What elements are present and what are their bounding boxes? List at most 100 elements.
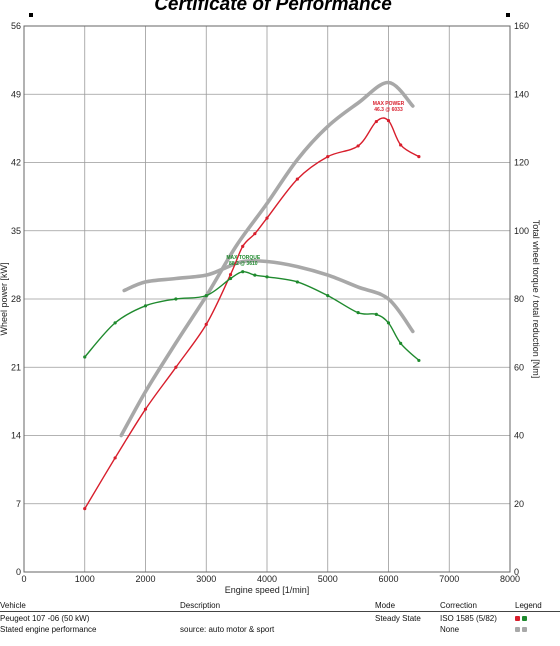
y2-axis-label: Total wheel torque / total reduction [Nm… [531, 220, 541, 379]
data-point [295, 280, 299, 284]
y2-axis-ticks: 0 20 40 60 80 100 120 140 160 [514, 21, 529, 577]
x-tick-label: 8000 [500, 574, 520, 584]
annotation-value: 46.3 @ 6033 [374, 107, 403, 113]
x-tick-label: 4000 [257, 574, 277, 584]
y-tick-label: 28 [11, 294, 21, 304]
x-tick-label: 5000 [318, 574, 338, 584]
corner-marker-right [506, 13, 510, 17]
chart-title: Certificate of Performance [154, 0, 392, 15]
y-tick-label: 0 [16, 567, 21, 577]
performance-chart: Certificate of Performance 0 1000 2000 3000… [0, 0, 541, 595]
header-legend: Legend [515, 600, 560, 612]
data-point [241, 244, 245, 248]
data-point [265, 275, 269, 279]
vehicle-cell: Stated engine performance [0, 625, 97, 634]
x-tick-label: 3000 [196, 574, 216, 584]
legend-cell [515, 612, 560, 624]
annotation-value: 88.2 @ 3610 [229, 261, 258, 267]
data-point [399, 341, 403, 345]
y2-tick-label: 160 [514, 21, 529, 31]
y-tick-label: 49 [11, 89, 21, 99]
annotation-label: MAX TORQUE [226, 255, 260, 261]
header-correction: Correction [440, 600, 515, 612]
legend-swatch [515, 627, 520, 632]
grid [23, 25, 511, 573]
data-point [356, 311, 360, 315]
data-point [386, 321, 391, 325]
description-cell: source: auto motor & sport [180, 625, 275, 634]
y2-tick-label: 60 [514, 362, 524, 372]
y-tick-label: 21 [11, 362, 21, 372]
y2-tick-label: 80 [514, 294, 524, 304]
y2-tick-label: 0 [514, 567, 519, 577]
data-point [83, 355, 87, 359]
legend-swatch [515, 616, 520, 621]
data-point [174, 297, 178, 301]
series-line [119, 80, 415, 438]
data-point [241, 270, 245, 274]
data-point [228, 276, 233, 281]
data-point [326, 155, 330, 159]
mode-cell: Steady State [375, 614, 421, 623]
y2-tick-label: 140 [514, 89, 529, 99]
series-line [84, 117, 420, 510]
plot-frame [23, 25, 511, 573]
x-tick-label: 7000 [439, 574, 459, 584]
data-point [253, 273, 257, 277]
data-point [113, 456, 117, 460]
correction-cell: None [440, 625, 460, 634]
data-point [204, 322, 208, 326]
data-point [174, 365, 178, 369]
legend-swatch [522, 627, 527, 632]
header-mode: Mode [375, 600, 440, 612]
data-point [356, 144, 360, 148]
data-point [326, 293, 330, 298]
series-line [122, 258, 415, 334]
y2-tick-label: 120 [514, 158, 529, 168]
y-tick-label: 7 [16, 499, 21, 509]
x-axis-ticks: 0 1000 2000 3000 4000 5000 6000 7000 8000 [21, 574, 520, 584]
series-layer [83, 80, 421, 511]
y2-tick-label: 20 [514, 499, 524, 509]
data-point [374, 119, 378, 124]
data-point [417, 358, 421, 363]
header-vehicle: Vehicle [0, 600, 180, 612]
legend-table: Vehicle Description Mode Correction Lege… [0, 600, 560, 634]
series-line [84, 270, 420, 362]
legend-cell [515, 623, 560, 634]
header-description: Description [180, 600, 375, 612]
data-point [83, 507, 87, 511]
y-axis-ticks: 0 7 14 21 28 35 42 49 56 [11, 21, 21, 577]
y2-tick-label: 100 [514, 226, 529, 236]
mode-cell [375, 623, 440, 634]
y-tick-label: 35 [11, 226, 21, 236]
legend-swatch [522, 616, 527, 621]
data-point [265, 216, 269, 220]
x-tick-label: 6000 [378, 574, 398, 584]
y-tick-label: 56 [11, 21, 21, 31]
x-tick-label: 1000 [75, 574, 95, 584]
annotation-label: MAX POWER [373, 101, 405, 107]
table-row: Stated engine performance source: auto m… [0, 623, 560, 634]
data-point [399, 143, 403, 147]
vehicle-cell: Peugeot 107 -06 (50 kW) [0, 614, 90, 623]
data-point [143, 407, 148, 411]
data-point [253, 232, 257, 236]
y-tick-label: 14 [11, 431, 21, 441]
corner-marker-left [29, 13, 33, 17]
y-tick-label: 42 [11, 158, 21, 168]
y2-tick-label: 40 [514, 431, 524, 441]
table-row: Peugeot 107 -06 (50 kW) Steady State ISO… [0, 612, 560, 624]
data-point [374, 312, 378, 316]
data-point [204, 293, 208, 298]
data-point [295, 177, 299, 181]
description-cell [180, 612, 375, 624]
x-tick-label: 0 [21, 574, 26, 584]
data-point [386, 118, 391, 123]
x-tick-label: 2000 [135, 574, 155, 584]
correction-cell: ISO 1585 (5/82) [440, 614, 497, 623]
data-point [417, 155, 421, 159]
data-point [228, 273, 233, 277]
x-axis-label: Engine speed [1/min] [225, 585, 310, 595]
